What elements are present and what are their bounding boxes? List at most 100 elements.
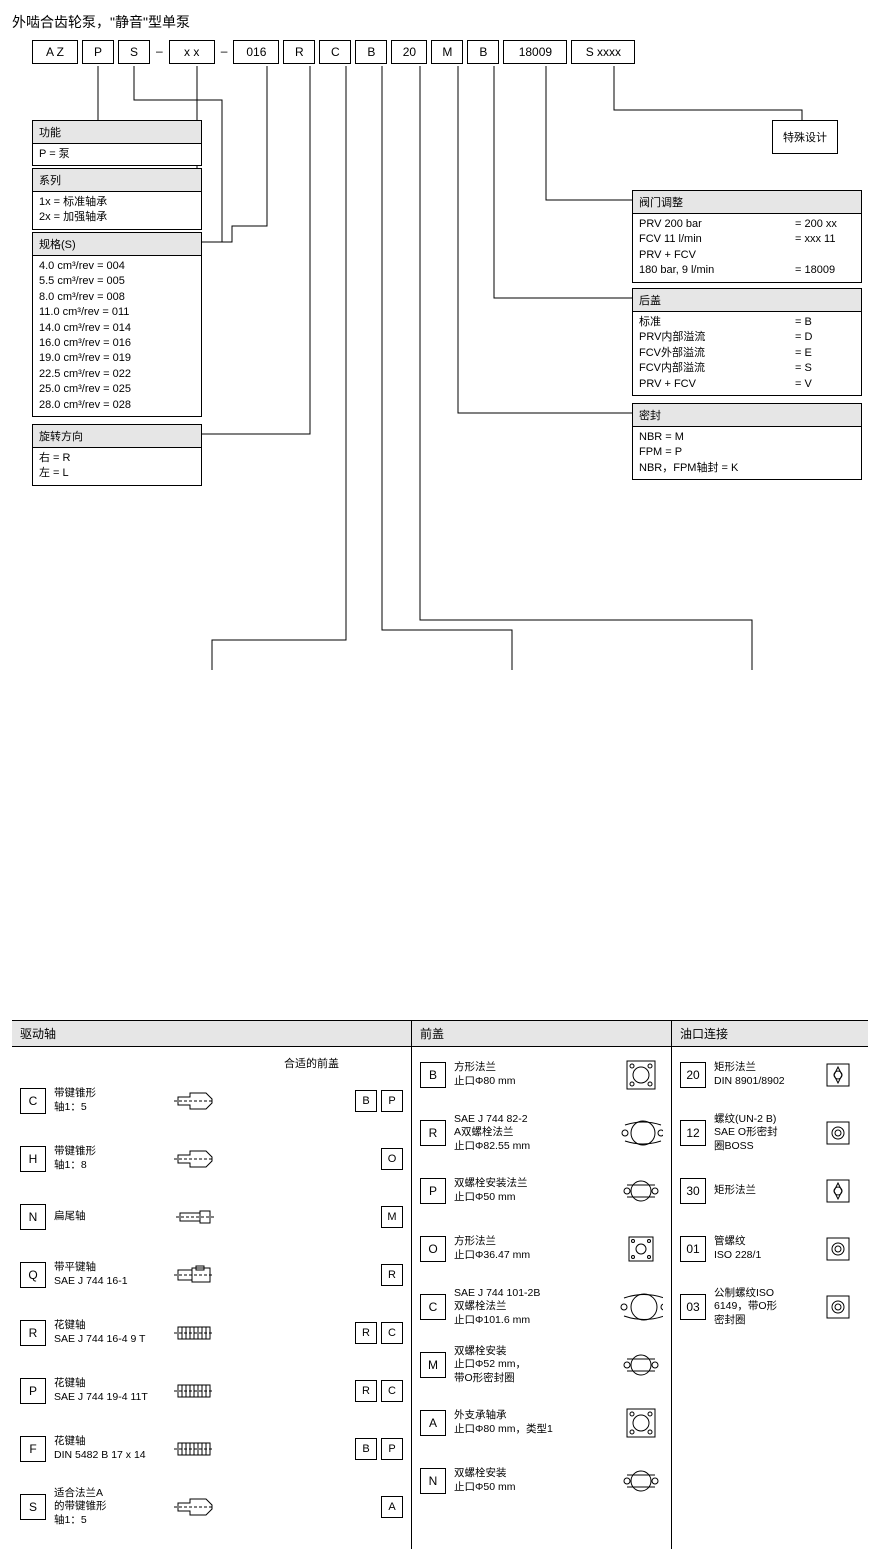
option-code: P [20, 1378, 46, 1404]
option-code: R [420, 1120, 446, 1146]
flange-sq-sm-icon [619, 1234, 663, 1264]
mini-code: R [381, 1264, 403, 1286]
row-right [795, 248, 855, 263]
port-thread-icon [816, 1118, 860, 1148]
option-code: 03 [680, 1294, 706, 1320]
option-label: 适合法兰A的带键锥形轴1：5 [54, 1487, 164, 1528]
box-row: NBR = M [639, 430, 855, 445]
option-code: H [20, 1146, 46, 1172]
flange-sq-icon [619, 1408, 663, 1438]
box-row: FCV外部溢流= E [639, 346, 855, 361]
option-code: O [420, 1236, 446, 1262]
option-code: Q [20, 1262, 46, 1288]
box-row: PRV内部溢流= D [639, 330, 855, 345]
box-body: 1x = 标准轴承2x = 加强轴承 [33, 192, 201, 229]
option-label: 方形法兰止口Φ36.47 mm [454, 1235, 611, 1262]
box-row: 14.0 cm³/rev = 014 [39, 321, 195, 336]
option-row: 30矩形法兰 [680, 1169, 860, 1213]
option-extras: R [381, 1264, 403, 1286]
option-label: 双螺栓安装法兰止口Φ50 mm [454, 1177, 611, 1204]
option-extras: BP [355, 1438, 403, 1460]
box-row: 4.0 cm³/rev = 004 [39, 259, 195, 274]
option-code: P [420, 1178, 446, 1204]
box-body: 4.0 cm³/rev = 004 5.5 cm³/rev = 005 8.0 … [33, 256, 201, 416]
option-row: C带键锥形轴1：5BP [20, 1079, 403, 1123]
flange-2bolt-icon [619, 1176, 663, 1206]
shaft-taper-icon [172, 1086, 216, 1116]
option-label: 方形法兰止口Φ80 mm [454, 1061, 611, 1088]
box-row: 5.5 cm³/rev = 005 [39, 274, 195, 289]
option-row: B 方形法兰止口Φ80 mm [420, 1053, 663, 1097]
code-cell-8: C [319, 40, 351, 64]
box-row: 8.0 cm³/rev = 008 [39, 290, 195, 305]
option-code: C [20, 1088, 46, 1114]
option-row: 01 管螺纹ISO 228/1 [680, 1227, 860, 1271]
row-left: PRV 200 bar [639, 217, 795, 232]
shaft-spline-icon [172, 1318, 216, 1348]
lower-col-2: 油口连接20矩形法兰DIN 8901/890212螺纹(UN-2 B)SAE O… [672, 1021, 868, 1549]
option-code: M [420, 1352, 446, 1378]
box-header: 功能 [33, 121, 201, 144]
option-row: A外支承轴承止口Φ80 mm，类型1 [420, 1401, 663, 1445]
option-label: 双螺栓安装止口Φ52 mm，带O形密封圈 [454, 1345, 611, 1386]
code-cell-0: A Z [32, 40, 78, 64]
row-right [795, 430, 855, 445]
option-code: 30 [680, 1178, 706, 1204]
left-box-1: 系列1x = 标准轴承2x = 加强轴承 [32, 168, 202, 230]
box-row: 2x = 加强轴承 [39, 210, 195, 225]
option-label: 带平键轴SAE J 744 16-1 [54, 1261, 164, 1288]
option-extras: RC [355, 1322, 403, 1344]
option-code: F [20, 1436, 46, 1462]
row-right: = D [795, 330, 855, 345]
option-row: P 双螺栓安装法兰止口Φ50 mm [420, 1169, 663, 1213]
mini-code: R [355, 1380, 377, 1402]
box-row: FCV 11 l/min= xxx 11 [639, 232, 855, 247]
code-cell-11: M [431, 40, 463, 64]
row-left: 标准 [639, 315, 795, 330]
box-row: 28.0 cm³/rev = 028 [39, 398, 195, 413]
option-extras: M [381, 1206, 403, 1228]
option-row: M 双螺栓安装止口Φ52 mm，带O形密封圈 [420, 1343, 663, 1387]
option-code: 12 [680, 1120, 706, 1146]
option-code: C [420, 1294, 446, 1320]
option-code: R [20, 1320, 46, 1346]
shaft-spline-icon [172, 1434, 216, 1464]
lower-col-body: B方形法兰止口Φ80 mmRSAE J 744 82-2A双螺栓法兰止口Φ82.… [412, 1047, 671, 1523]
option-label: 带键锥形轴1：5 [54, 1087, 164, 1114]
option-code: 20 [680, 1062, 706, 1088]
mini-code: C [381, 1322, 403, 1344]
box-header: 后盖 [633, 289, 861, 312]
option-code: 01 [680, 1236, 706, 1262]
row-right: = xxx 11 [795, 232, 855, 247]
option-label: 花键轴SAE J 744 19-4 11T [54, 1377, 164, 1404]
code-cell-2: S [118, 40, 150, 64]
port-rect-icon [816, 1176, 860, 1206]
lower-options: 驱动轴合适的前盖C带键锥形轴1：5BPH带键锥形轴1：8ON扁尾轴MQ带平键轴S… [12, 1020, 868, 1549]
box-row: NBR，FPM轴封 = K [639, 461, 855, 476]
row-right: = 200 xx [795, 217, 855, 232]
row-right: = S [795, 361, 855, 376]
box-row: 标准= B [639, 315, 855, 330]
code-cell-14: S xxxx [571, 40, 635, 64]
row-left: NBR = M [639, 430, 795, 445]
option-code: B [420, 1062, 446, 1088]
option-row: 20矩形法兰DIN 8901/8902 [680, 1053, 860, 1097]
flange-2bolt-xl-icon [619, 1292, 663, 1322]
code-cell-12: B [467, 40, 499, 64]
box-row: PRV + FCV= V [639, 377, 855, 392]
box-body: 右 = R左 = L [33, 448, 201, 485]
option-row: Q 带平键轴SAE J 744 16-1 R [20, 1253, 403, 1297]
option-extras: A [381, 1496, 403, 1518]
port-rect-icon [816, 1060, 860, 1090]
box-row: 1x = 标准轴承 [39, 195, 195, 210]
row-left: PRV + FCV [639, 377, 795, 392]
code-separator: – [154, 40, 165, 64]
row-right: = V [795, 377, 855, 392]
box-header: 规格(S) [33, 233, 201, 256]
row-left: FCV内部溢流 [639, 361, 795, 376]
box-header: 旋转方向 [33, 425, 201, 448]
option-label: 管螺纹ISO 228/1 [714, 1235, 808, 1262]
code-cell-13: 18009 [503, 40, 567, 64]
diagram: A ZPS–x x–016RCB20MB18009S xxxx 特殊设计 功能P… [12, 40, 868, 1150]
lower-col-header: 前盖 [412, 1021, 671, 1047]
